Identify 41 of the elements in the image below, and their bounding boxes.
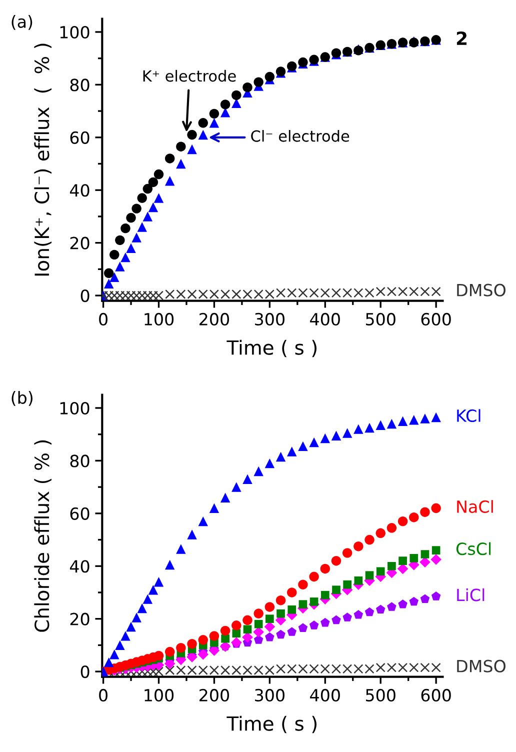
- x-tick-label: 600: [421, 688, 451, 702]
- y-tick-label: 60: [70, 131, 90, 144]
- y-tick-label: 100: [60, 26, 90, 39]
- y-tick-label: 40: [70, 560, 90, 573]
- y-tick-label: 80: [70, 78, 90, 92]
- series-label: NaCl: [457, 500, 493, 513]
- y-tick-label: 20: [70, 612, 90, 626]
- annotation: K⁺ electrode: [143, 70, 236, 82]
- y-tick-label: 100: [60, 402, 90, 415]
- series-label: DMSO: [457, 660, 506, 672]
- y-tick-label: 80: [70, 454, 90, 468]
- y-tick-label: 0: [80, 289, 90, 302]
- series-label: CsCl: [456, 542, 491, 556]
- x-tick-label: 200: [200, 312, 230, 326]
- x-tick-label: 0: [99, 312, 108, 326]
- x-tick-label: 100: [144, 688, 174, 702]
- y-tick-label: 20: [70, 236, 90, 250]
- y-tick-label: 60: [70, 507, 90, 520]
- chart-title: (a): [12, 15, 32, 30]
- x-tick-label: 500: [366, 688, 396, 702]
- y-tick-label: 0: [80, 665, 90, 678]
- x-tick-label: 200: [200, 688, 230, 702]
- series-label: DMSO: [457, 284, 506, 296]
- x-tick-label: 400: [310, 688, 340, 702]
- y-axis-title: Chloride efflux ( % ): [34, 440, 52, 632]
- x-tick-label: 300: [255, 688, 284, 702]
- series-label: KCl: [457, 409, 480, 422]
- y-axis-title: Ion(K⁺, Cl⁻) efflux ( % ): [34, 44, 52, 276]
- x-tick-label: 0: [99, 688, 108, 702]
- y-tick-label: 40: [70, 184, 90, 197]
- x-tick-label: 400: [310, 312, 340, 326]
- series-label: LiCl: [457, 588, 484, 602]
- x-axis-title: Time ( s ): [226, 716, 316, 734]
- x-tick-label: 300: [255, 312, 284, 326]
- chart-title: (b): [12, 391, 32, 406]
- x-tick-label: 500: [366, 312, 396, 326]
- annotation: Cl⁻ electrode: [251, 130, 350, 142]
- x-tick-label: 600: [421, 312, 451, 326]
- x-tick-label: 100: [144, 312, 174, 326]
- annotation: 2: [456, 31, 467, 45]
- x-axis-title: Time ( s ): [226, 340, 316, 358]
